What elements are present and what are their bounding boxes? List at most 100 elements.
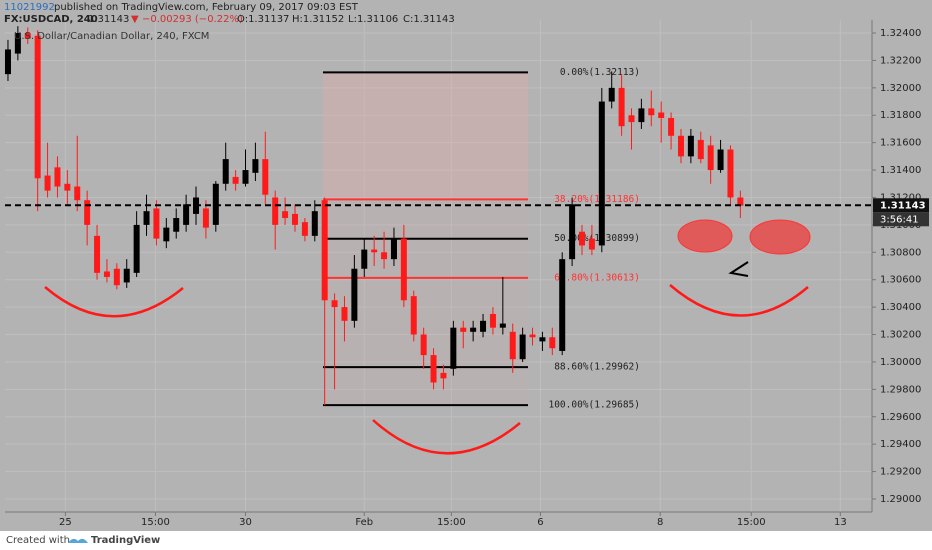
y-tick-label: 1.31200 (880, 192, 921, 203)
y-tick-label: 1.29400 (880, 439, 921, 450)
candle-body (697, 139, 704, 160)
ohlc-low: L:1.31106 (348, 14, 398, 25)
y-tick-label: 1.30600 (880, 275, 921, 286)
candle-body (638, 108, 645, 123)
candle-body (480, 320, 487, 332)
candle-body (361, 249, 368, 269)
candle-body (64, 183, 71, 191)
candle-body (381, 252, 388, 260)
candle-body (628, 115, 635, 123)
candle-body (737, 197, 744, 206)
y-tick-label: 1.30400 (880, 302, 921, 313)
y-tick-label: 1.31400 (880, 165, 921, 176)
candle-body (509, 331, 516, 360)
ohlc-open: O:1.31137 (237, 14, 289, 25)
eye-right (749, 219, 811, 255)
candle-body (123, 268, 130, 283)
last-price-box (873, 198, 929, 213)
candle-body (579, 231, 586, 246)
x-tick-label: 6 (537, 517, 543, 528)
y-tick-label: 1.31600 (880, 138, 921, 149)
candle-body (460, 327, 467, 332)
candle-body (44, 175, 51, 191)
candle-body (489, 313, 496, 328)
candle-body (311, 211, 318, 236)
candle-body (222, 159, 229, 184)
fib-label: 61.80%(1.30613) (554, 272, 640, 283)
candle-body (291, 213, 298, 225)
ohlc-close: C:1.31143 (403, 14, 455, 25)
candle-body (519, 334, 526, 360)
candle-body (668, 117, 675, 136)
x-tick-label: 13 (834, 517, 847, 528)
ohlc-high: H:1.31152 (292, 14, 344, 25)
candle-body (4, 49, 11, 75)
candle-body (242, 170, 249, 184)
y-tick-label: 1.29000 (880, 494, 921, 505)
candle-body (707, 145, 714, 171)
y-tick-label: 1.29200 (880, 467, 921, 478)
x-tick-label: 8 (657, 517, 663, 528)
footer-created: Created with (6, 535, 70, 546)
last-value: 1.31143 (88, 14, 129, 25)
candle-body (331, 300, 338, 308)
y-tick-label: 1.30800 (880, 247, 921, 258)
candle-body (400, 238, 407, 301)
candle-body (410, 296, 417, 335)
candle-body (173, 218, 180, 232)
y-tick-label: 1.32200 (880, 55, 921, 66)
y-tick-label: 1.29600 (880, 412, 921, 423)
candle-body (420, 334, 427, 356)
candle-body (232, 176, 239, 184)
x-tick-label: Feb (355, 517, 373, 528)
candle-body (499, 323, 506, 328)
candle-body (163, 227, 170, 242)
countdown-box (873, 212, 929, 227)
candle-body (34, 35, 41, 179)
candle-body (648, 108, 655, 116)
x-tick-label: 25 (59, 517, 72, 528)
candle-body (301, 222, 308, 236)
published: published on TradingView.com, February 0… (54, 2, 359, 13)
y-tick-label: 1.30200 (880, 330, 921, 341)
candle-body (371, 249, 378, 253)
candle-body (430, 355, 437, 383)
candle-body (252, 159, 259, 173)
fib-zone (323, 72, 528, 200)
candle-body (202, 208, 209, 228)
candle-body (559, 259, 566, 351)
author: 11021992 (4, 2, 55, 13)
candle-body (618, 87, 625, 127)
nose (728, 261, 749, 277)
smile-left (44, 286, 184, 318)
last-price-label: 1.31143 (880, 200, 926, 211)
candles (4, 26, 744, 406)
y-tick-label: 1.32000 (880, 83, 921, 94)
y-tick-label: 1.32400 (880, 28, 921, 39)
candle-body (717, 149, 724, 171)
candle-body (153, 208, 160, 239)
candle-body (113, 268, 120, 286)
candle-body (54, 167, 61, 187)
candle-body (390, 238, 397, 260)
candle-body (272, 197, 279, 225)
fib-label: 88.60%(1.29962) (554, 362, 640, 373)
x-tick-label: 15:00 (141, 517, 170, 528)
candle-body (608, 87, 615, 102)
y-tick-label: 1.30000 (880, 357, 921, 368)
symbol: FX:USDCAD, 240 (4, 14, 98, 25)
candle-body (133, 224, 140, 273)
fib-label: 50.00%(1.30899) (554, 233, 640, 244)
candle-body (103, 271, 110, 277)
fib-label: 0.00%(1.32113) (560, 67, 640, 78)
x-tick-label: 15:00 (737, 517, 766, 528)
axes: 1.29000 1.29200 1.29400 1.29600 1.29800 1.300… (5, 28, 929, 528)
candle-body (658, 112, 665, 118)
candle-body (84, 200, 91, 225)
change: −0.00293 (−0.22%) (142, 14, 243, 25)
fib-label: 38.20%(1.31186) (554, 194, 640, 205)
candle-body (143, 211, 150, 225)
candle-body (183, 204, 190, 225)
chart-title: U.S. Dollar/Canadian Dollar, 240, FXCM (14, 31, 209, 42)
